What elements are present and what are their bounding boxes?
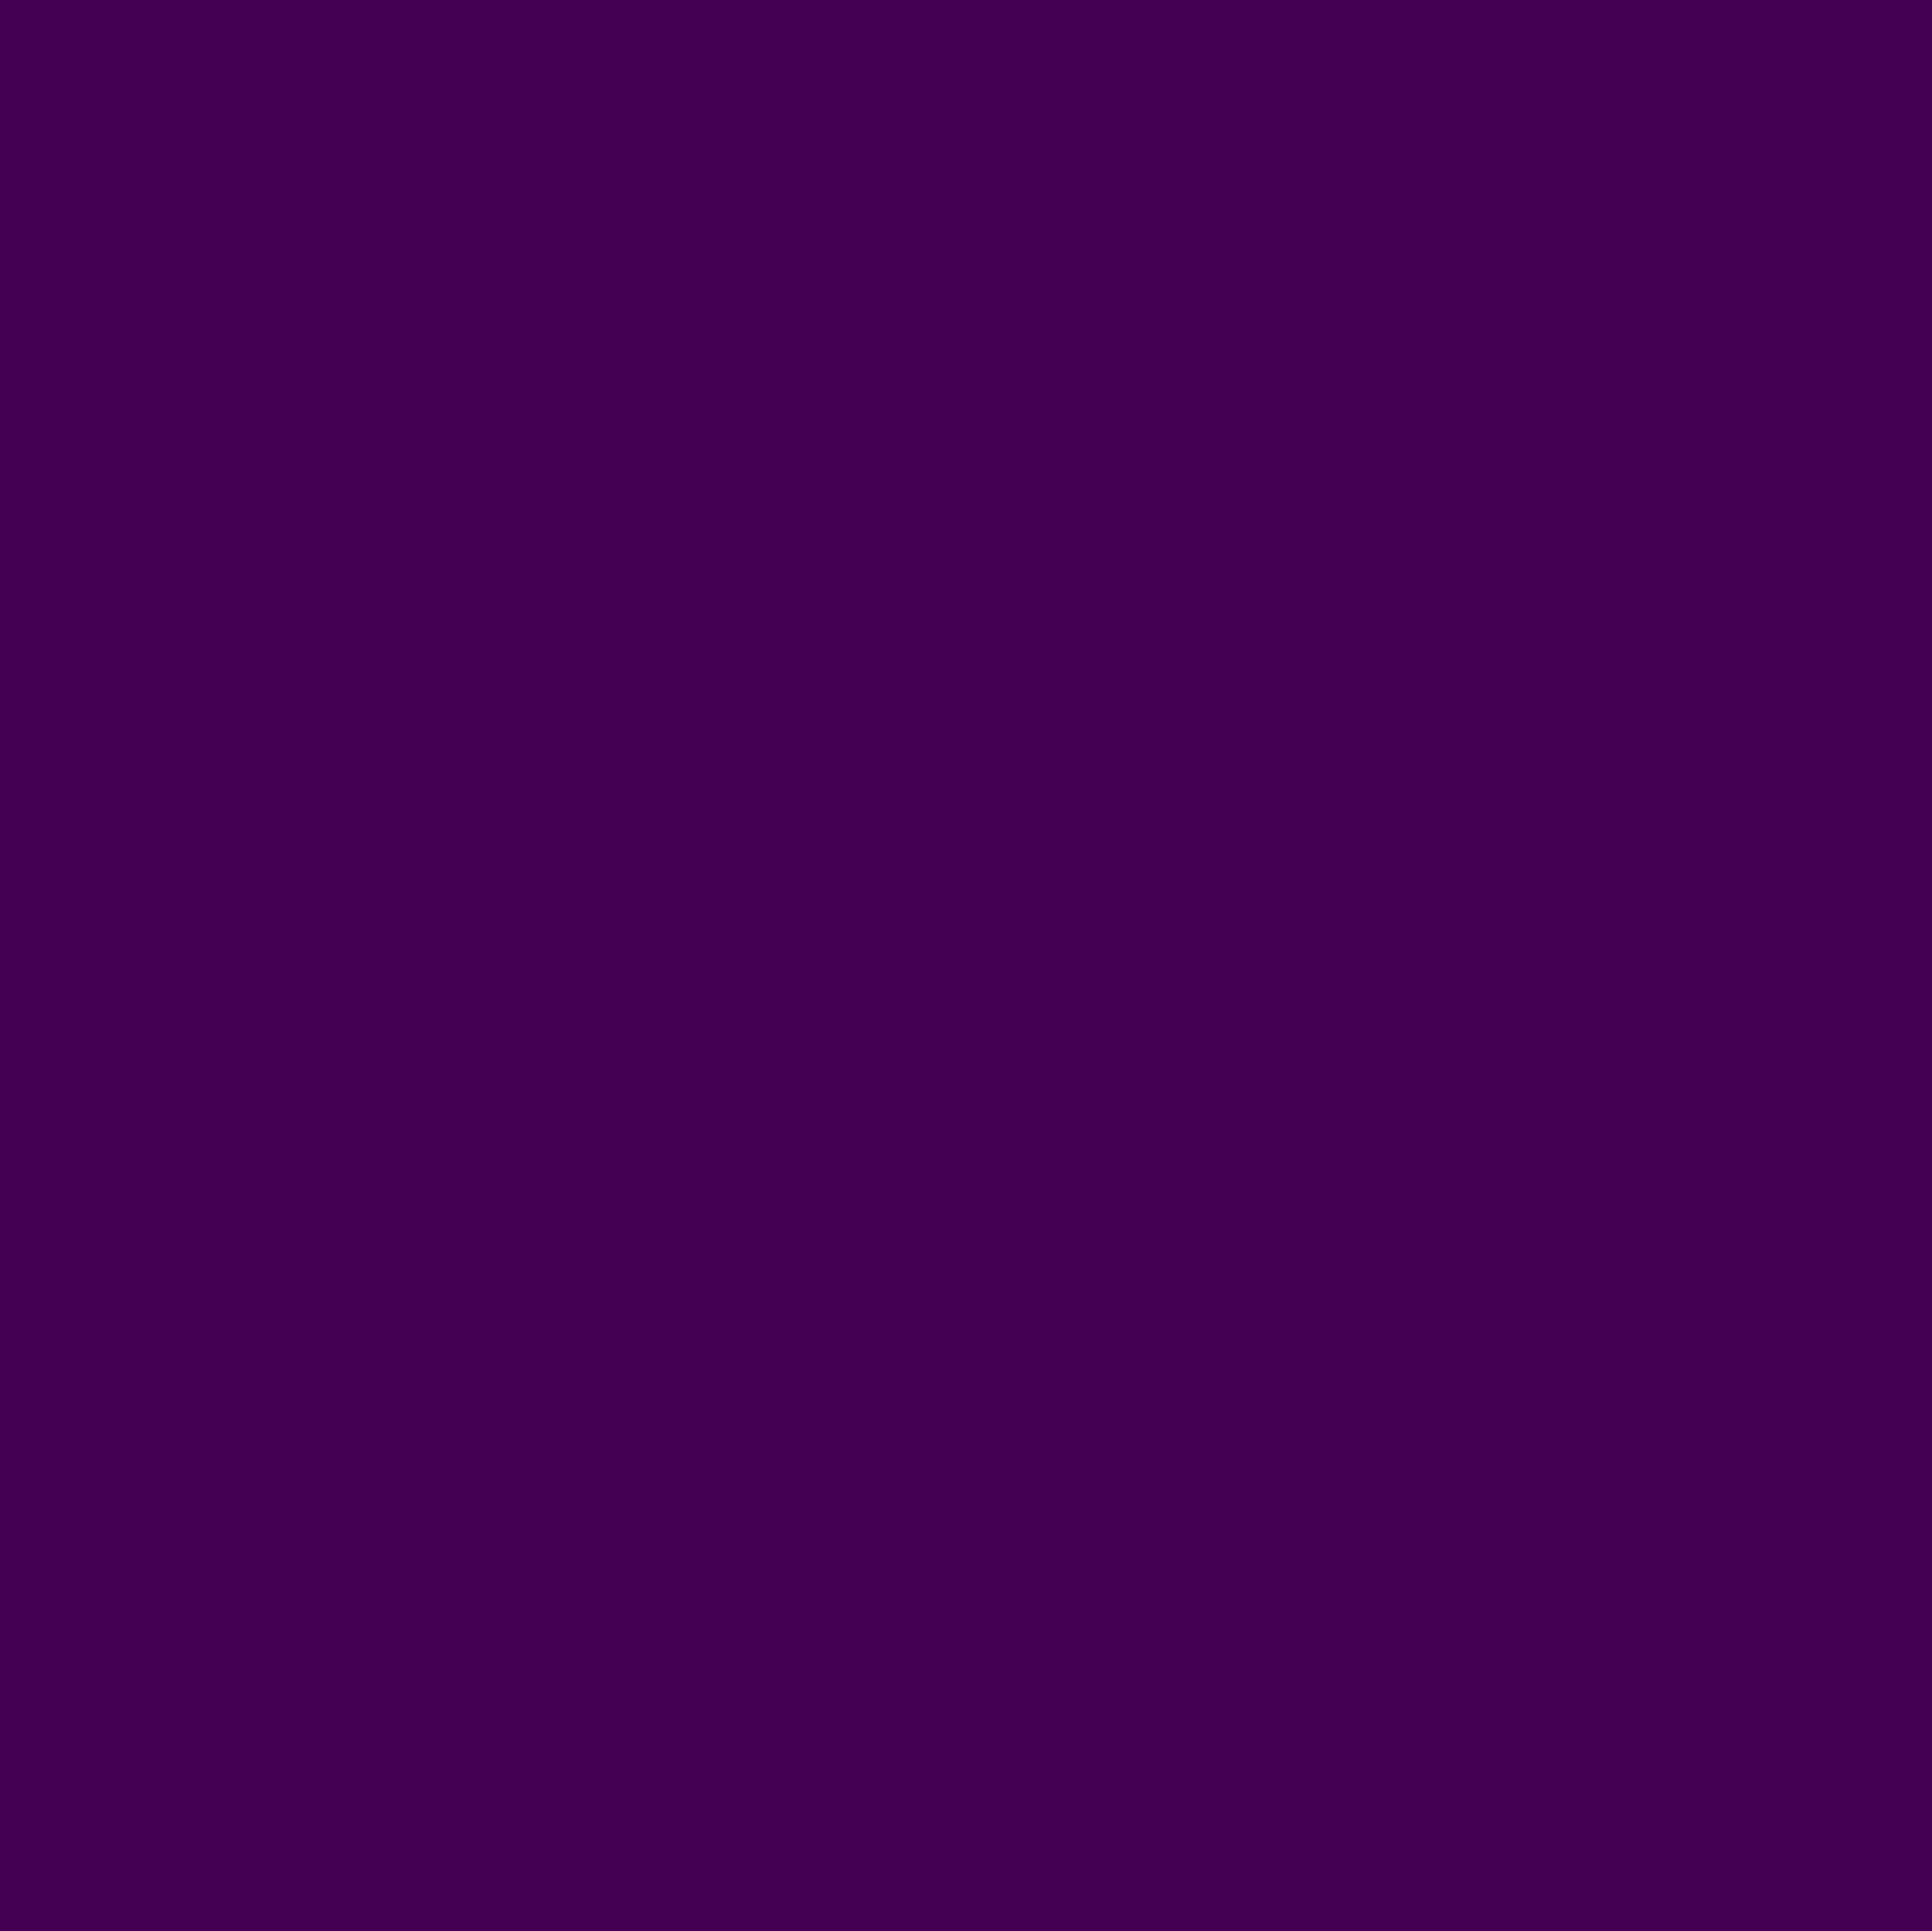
- page: (() => { JSON.parse(document.getElementB…: [0, 0, 1932, 1931]
- field-image: [0, 0, 1932, 1931]
- background: [0, 0, 1932, 1931]
